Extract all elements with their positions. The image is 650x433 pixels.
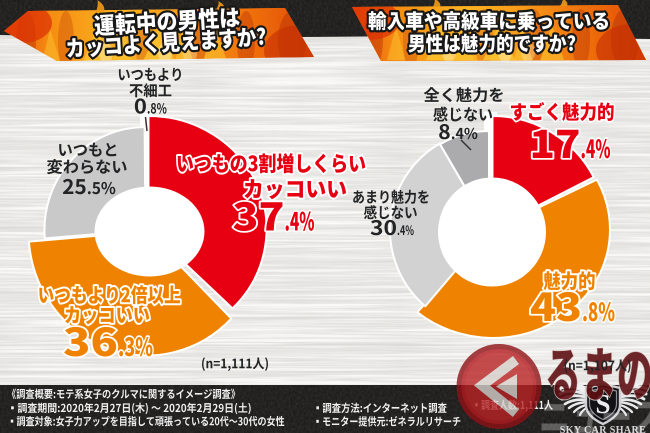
- svg-text:SKY CAR SHARE: SKY CAR SHARE: [560, 425, 647, 433]
